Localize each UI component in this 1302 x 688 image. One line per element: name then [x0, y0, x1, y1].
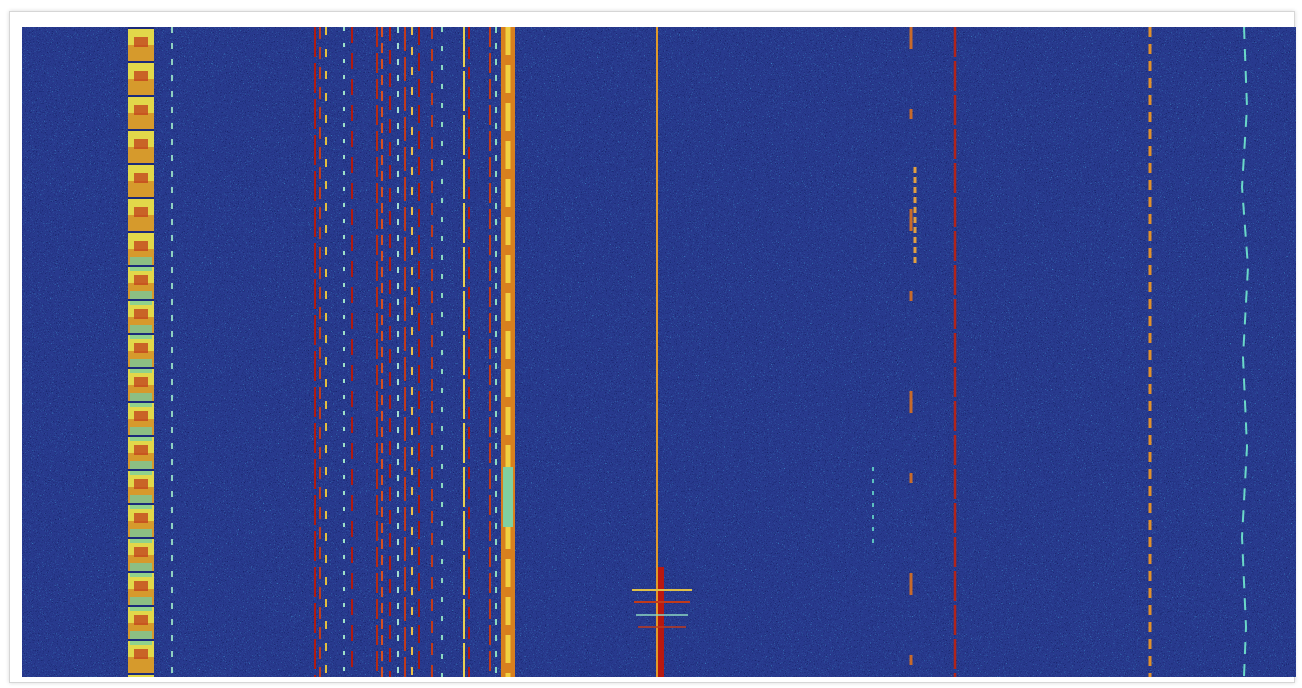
page: Waterfall spectrogram {} html, body { ma…: [0, 0, 1302, 688]
page-body: [0, 0, 1302, 688]
carrier-orange: [501, 27, 515, 677]
carrier-wide: [128, 27, 154, 677]
spectrogram: [22, 27, 1296, 677]
